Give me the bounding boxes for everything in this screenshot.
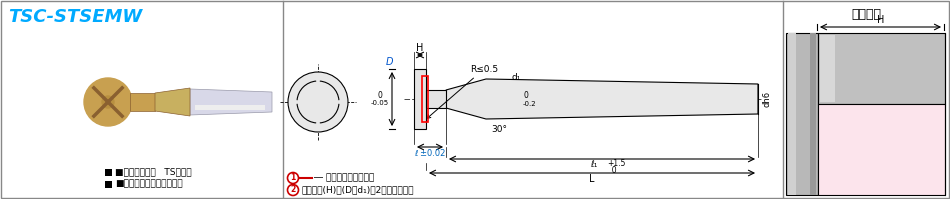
Text: L: L [589,174,595,184]
Text: -0.2: -0.2 [523,101,537,107]
Polygon shape [190,89,272,115]
Bar [818,33,945,104]
Text: 有効刃長(H)は(D－d₁)／2となります。: 有効刃長(H)は(D－d₁)／2となります。 [302,185,414,194]
Text: ℓ₁: ℓ₁ [590,160,598,169]
Text: H: H [877,15,884,25]
Text: TSC-STSEMW: TSC-STSEMW [8,8,142,26]
Text: dh6: dh6 [762,91,771,107]
Bar [786,33,818,195]
Bar [818,104,945,195]
Text: ■材質　超微粒子超硬合金: ■材質 超微粒子超硬合金 [115,179,182,188]
Bar [426,90,446,108]
Text: 1: 1 [291,174,295,182]
Bar [422,76,428,122]
Text: -0.05: -0.05 [370,100,389,106]
Bar [810,33,816,195]
Bar [195,105,265,110]
Text: 0: 0 [523,92,528,100]
Bar [105,169,112,176]
Bar [788,33,796,195]
Bar [414,69,426,129]
Circle shape [102,96,114,108]
Text: ■コーティング   TSコート: ■コーティング TSコート [115,168,192,177]
Text: 0: 0 [377,91,383,100]
Text: D: D [386,57,392,67]
Text: 2: 2 [291,185,295,194]
Text: d₁: d₁ [511,73,521,82]
Text: ― 部に刃が付きます。: ― 部に刃が付きます。 [314,174,374,182]
Circle shape [84,78,132,126]
Polygon shape [155,88,190,116]
Bar [105,181,112,188]
Text: ℓ ±0.02: ℓ ±0.02 [414,149,446,158]
Text: +1.5: +1.5 [607,159,625,168]
Bar [130,93,155,111]
Text: 0: 0 [607,166,617,175]
Circle shape [288,72,348,132]
Polygon shape [446,79,758,119]
Bar [820,35,835,102]
Text: 30°: 30° [491,125,507,134]
Text: 加工形状: 加工形状 [851,8,882,21]
Text: H: H [416,43,424,53]
Text: R≤0.5: R≤0.5 [427,64,498,118]
